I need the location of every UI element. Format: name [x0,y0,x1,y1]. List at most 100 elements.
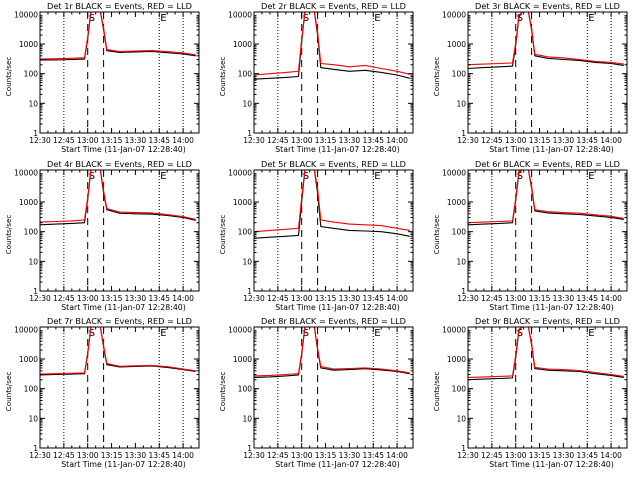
x-tick-label: 13:45 [148,451,170,460]
x-tick-label: 14:00 [172,294,194,303]
y-tick-label: 10 [28,257,38,266]
event-marker-s: S [89,171,95,182]
y-tick-label: 10000 [14,325,38,334]
event-marker-e: E [374,13,380,24]
x-tick-label: 12:30 [29,451,51,460]
x-tick-label: 13:00 [291,136,313,145]
series-line-lld [467,11,624,66]
x-tick-label: 14:00 [600,294,622,303]
event-marker-s: S [89,328,95,339]
series-line-events [253,169,410,239]
event-marker-s: S [303,171,309,182]
x-tick-label: 13:30 [339,451,361,460]
y-tick-label: 1 [33,444,38,453]
x-tick-label: 12:45 [53,451,75,460]
event-marker-e: E [588,171,594,182]
y-tick-label: 1 [247,444,252,453]
x-tick-label: 13:15 [315,451,337,460]
y-tick-label: 100 [24,70,39,79]
x-axis-title: Start Time (11-Jan-07 12:28:40) [275,145,400,154]
x-axis-title: Start Time (11-Jan-07 12:28:40) [489,145,614,154]
x-tick-label: 12:45 [53,294,75,303]
y-tick-label: 1000 [233,355,252,364]
y-tick-label: 1000 [19,355,38,364]
x-tick-label: 12:45 [267,136,289,145]
y-axis-title: Counts/sec [432,372,441,412]
event-marker-e: E [588,13,594,24]
y-tick-label: 10000 [442,168,466,177]
x-tick-label: 13:30 [125,136,147,145]
x-tick-label: 13:15 [529,136,551,145]
y-tick-label: 1 [247,287,252,296]
x-axis-title: Start Time (11-Jan-07 12:28:40) [61,303,186,312]
panel-title: Det 9r BLACK = Events, RED = LLD [475,316,620,326]
x-tick-label: 13:45 [362,451,384,460]
x-tick-label: 14:00 [600,136,622,145]
y-tick-label: 10000 [228,325,252,334]
x-tick-label: 12:45 [267,451,289,460]
y-axis-title: Counts/sec [432,215,441,255]
x-tick-label: 12:30 [243,451,265,460]
panel-title: Det 6r BLACK = Events, RED = LLD [475,159,620,169]
y-tick-label: 100 [238,385,253,394]
det-panel: Det 6r BLACK = Events, RED = LLD S E 1 10 100… [432,159,628,312]
panel-title: Det 5r BLACK = Events, RED = LLD [261,159,406,169]
x-tick-label: 12:30 [457,451,479,460]
event-marker-e: E [374,171,380,182]
y-tick-label: 1000 [19,40,38,49]
x-tick-label: 13:00 [291,294,313,303]
det-panel: Det 5r BLACK = Events, RED = LLD S E 1 10 100… [218,159,414,312]
y-tick-label: 100 [24,385,39,394]
x-tick-label: 13:00 [505,136,527,145]
y-tick-label: 1 [461,129,466,138]
y-tick-label: 10000 [14,10,38,19]
y-tick-label: 10 [28,99,38,108]
panel-title: Det 7r BLACK = Events, RED = LLD [47,316,192,326]
y-tick-label: 1 [33,129,38,138]
event-marker-e: E [374,328,380,339]
x-tick-label: 12:30 [243,294,265,303]
panel-title: Det 8r BLACK = Events, RED = LLD [261,316,406,326]
x-tick-label: 12:30 [243,136,265,145]
x-axis-title: Start Time (11-Jan-07 12:28:40) [275,303,400,312]
x-tick-label: 13:30 [339,294,361,303]
x-axis-title: Start Time (11-Jan-07 12:28:40) [275,460,400,469]
y-tick-label: 1000 [233,40,252,49]
x-tick-label: 14:00 [386,136,408,145]
x-tick-label: 13:45 [576,451,598,460]
y-tick-label: 10 [28,414,38,423]
det-panel: Det 4r BLACK = Events, RED = LLD S E 1 10 100… [4,159,200,312]
y-axis-title: Counts/sec [4,215,13,255]
panel-title: Det 4r BLACK = Events, RED = LLD [47,159,192,169]
x-tick-label: 13:30 [125,451,147,460]
det-panel: Det 3r BLACK = Events, RED = LLD S E 1 10 100… [432,1,628,154]
x-tick-label: 12:30 [29,294,51,303]
x-tick-label: 13:30 [339,136,361,145]
series-line-lld [39,169,196,223]
x-tick-label: 13:30 [553,451,575,460]
y-tick-label: 100 [452,385,467,394]
y-tick-label: 100 [452,70,467,79]
x-tick-label: 13:45 [148,294,170,303]
y-axis-title: Counts/sec [4,57,13,97]
y-tick-label: 100 [452,228,467,237]
x-tick-label: 14:00 [386,451,408,460]
event-marker-e: E [160,13,166,24]
x-axis-title: Start Time (11-Jan-07 12:28:40) [489,460,614,469]
event-marker-s: S [303,13,309,24]
y-tick-label: 10 [242,414,252,423]
x-tick-label: 14:00 [600,451,622,460]
y-axis-title: Counts/sec [218,215,227,255]
y-tick-label: 100 [24,228,39,237]
x-tick-label: 13:30 [553,136,575,145]
event-marker-s: S [517,171,523,182]
x-tick-label: 13:45 [576,136,598,145]
event-marker-s: S [89,13,95,24]
y-tick-label: 1 [461,287,466,296]
y-tick-label: 10000 [228,168,252,177]
det-panel: Det 9r BLACK = Events, RED = LLD S E 1 10 100… [432,316,628,469]
x-tick-label: 13:15 [101,136,123,145]
x-tick-label: 12:45 [481,451,503,460]
y-tick-label: 10 [242,257,252,266]
